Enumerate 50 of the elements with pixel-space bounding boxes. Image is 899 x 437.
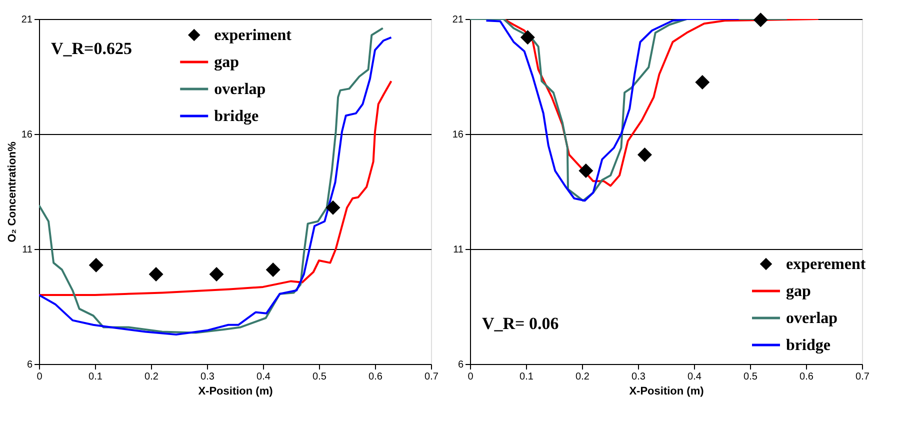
x-tick-label: 0.1: [88, 372, 103, 382]
x-tick-label: 0: [36, 372, 43, 382]
legend-label: experement: [786, 256, 866, 273]
legend-label: gap: [786, 283, 811, 300]
x-tick-label: 0.5: [744, 372, 758, 382]
y-axis-title: O₂ Concentration%: [6, 141, 18, 242]
x-tick-label: 0.6: [800, 372, 814, 382]
legend-label: overlap: [786, 310, 838, 327]
y-tick-label: 16: [452, 130, 464, 140]
x-tick-label: 0.1: [520, 372, 534, 382]
point: [579, 164, 593, 178]
y-tick-label: 6: [26, 360, 33, 370]
x-tick-label: 0.4: [256, 372, 271, 382]
point: [520, 30, 534, 44]
x-tick-label: 0.7: [856, 372, 870, 382]
point: [638, 148, 652, 162]
x-tick-label: 0.4: [688, 372, 702, 382]
x-axis-title: X-Position (m): [629, 386, 704, 398]
annotation: V_R= 0.06: [482, 314, 559, 333]
line-series: [39, 80, 392, 296]
y-tick-label: 6: [458, 360, 464, 370]
point: [696, 76, 710, 89]
x-tick-label: 0.5: [312, 372, 327, 382]
legend-label: bridge: [786, 337, 830, 354]
line-series: [485, 19, 740, 202]
legend-label: experiment: [214, 27, 292, 44]
legend-label: bridge: [214, 108, 259, 125]
y-tick-label: 16: [21, 130, 33, 140]
point: [89, 258, 103, 272]
x-tick-label: 0.7: [424, 372, 439, 382]
y-tick-label: 21: [21, 14, 33, 26]
x-tick-label: 0: [468, 372, 474, 382]
y-tick-label: 11: [22, 244, 33, 256]
x-tick-label: 0.6: [368, 372, 383, 382]
x-tick-label: 0.2: [576, 372, 590, 382]
point: [754, 13, 768, 27]
legend-label: overlap: [214, 81, 266, 98]
x-tick-label: 0.2: [144, 372, 159, 382]
point: [266, 262, 280, 276]
x-tick-label: 0.3: [632, 372, 646, 382]
x-tick-label: 0.3: [200, 372, 215, 382]
legend-label: gap: [214, 54, 240, 71]
annotation: V_R=0.625: [51, 39, 132, 58]
y-tick-label: 11: [453, 244, 464, 256]
y-tick-label: 21: [452, 14, 464, 26]
line-series: [470, 19, 788, 202]
point: [326, 200, 340, 214]
point: [149, 268, 163, 282]
point: [210, 268, 224, 282]
x-axis-title: X-Position (m): [198, 386, 274, 398]
